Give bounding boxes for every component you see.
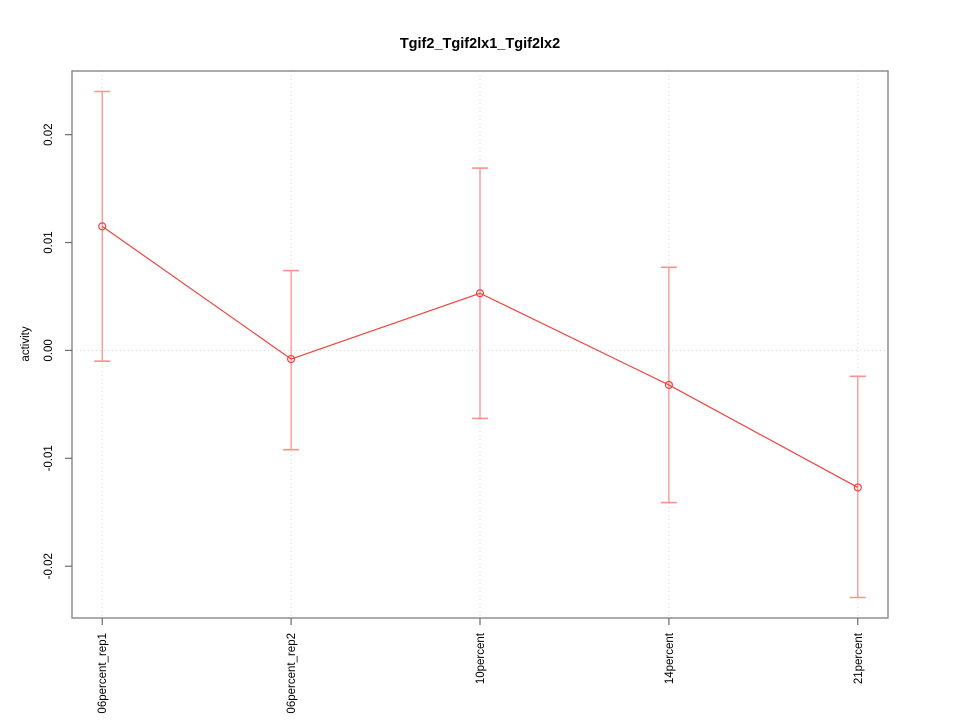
chart-title: Tgif2_Tgif2lx1_Tgif2lx2 (400, 36, 560, 52)
y-tick-label: -0.01 (43, 445, 55, 471)
data-point (98, 222, 107, 231)
data-point (475, 289, 485, 298)
data-point (853, 483, 862, 492)
y-tick-label: -0.02 (43, 553, 55, 579)
y-tick-label: 0.02 (43, 123, 55, 145)
error-bar (283, 269, 300, 451)
x-category-label: 10percent (475, 632, 487, 684)
data-layer (94, 90, 866, 599)
series-line (101, 225, 859, 488)
x-category-label: 06percent_rep1 (97, 633, 109, 714)
y-axis-title: activity (20, 326, 32, 361)
y-tick-label: 0.01 (43, 231, 55, 253)
y-tick-label: 0.00 (43, 339, 55, 361)
axis-layer: -0.02 -0.01 0.00 0.01 0.02 06percent_rep1 06pe… (43, 123, 865, 713)
x-category-label: 14percent (664, 632, 676, 684)
data-point (287, 354, 296, 364)
error-bar (94, 90, 111, 363)
x-category-label: 06percent_rep2 (286, 633, 298, 714)
x-category-label: 21percent (853, 632, 865, 684)
data-point (664, 380, 673, 390)
